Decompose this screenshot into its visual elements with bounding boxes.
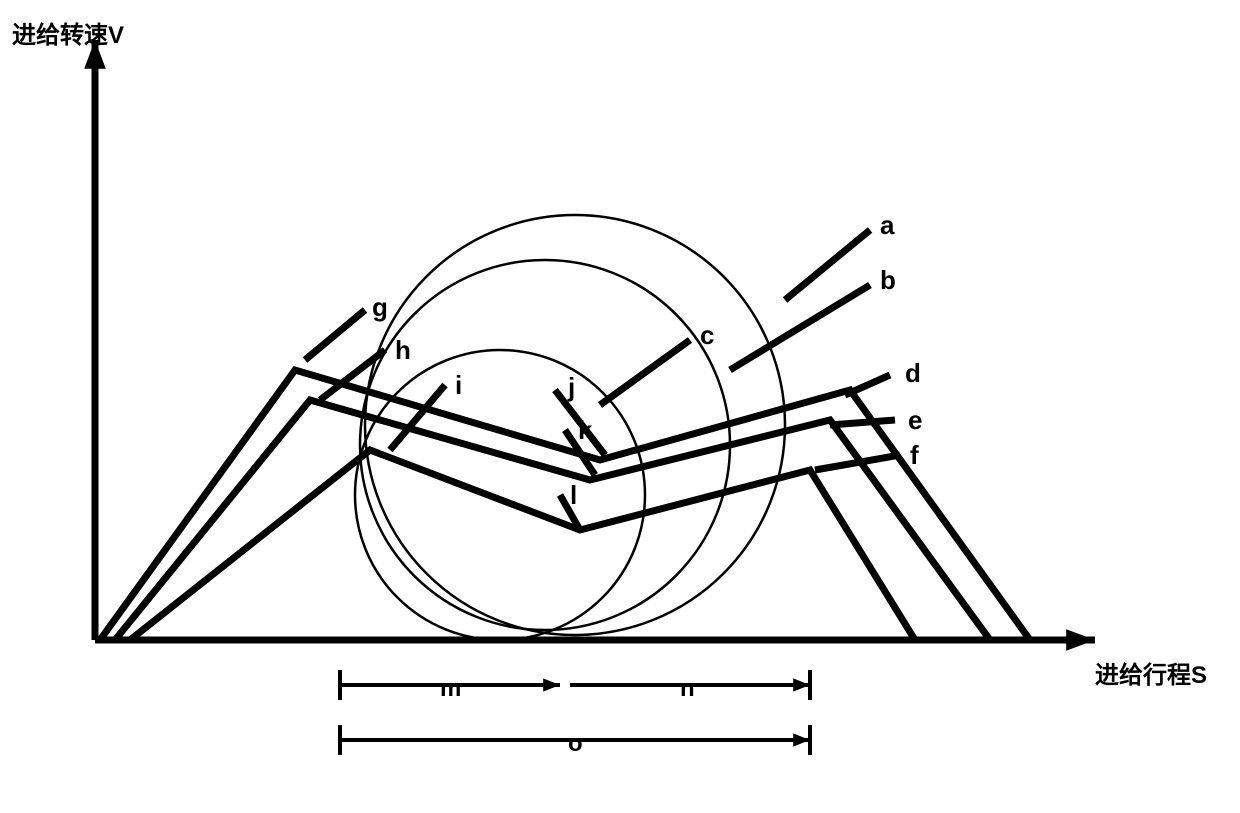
label-g: g: [372, 292, 388, 323]
dim-arrowhead-m: [543, 678, 560, 691]
label-c: c: [700, 320, 714, 351]
label-n: n: [680, 675, 695, 703]
diagram-svg: [0, 0, 1240, 813]
label-m: m: [440, 675, 461, 703]
pointer-ptr_b: [730, 285, 870, 370]
diagram-container: 进给转速V 进给行程S ab c def gh i jk l m n o: [0, 0, 1240, 813]
y-axis-label: 进给转速V: [12, 15, 124, 50]
label-j: j: [568, 372, 575, 403]
circle-c: [355, 350, 645, 640]
label-i: i: [455, 370, 462, 401]
pointer-ptr_i: [390, 385, 445, 450]
label-a: a: [880, 210, 894, 241]
dim-arrowhead-n: [793, 678, 810, 691]
label-b: b: [880, 265, 896, 296]
x-axis-label: 进给行程S: [1095, 655, 1207, 690]
pointer-ptr_g: [305, 310, 365, 360]
label-e: e: [908, 405, 922, 436]
dim-arrowhead-o: [793, 733, 810, 746]
pointer-ptr_d: [845, 375, 890, 395]
label-l: l: [570, 480, 577, 511]
pointer-ptr_e: [830, 420, 895, 425]
pointer-ptr_c: [600, 340, 690, 405]
label-f: f: [910, 440, 919, 471]
label-k: k: [578, 415, 592, 446]
label-d: d: [905, 358, 921, 389]
label-o: o: [568, 730, 583, 758]
label-h: h: [395, 335, 411, 366]
